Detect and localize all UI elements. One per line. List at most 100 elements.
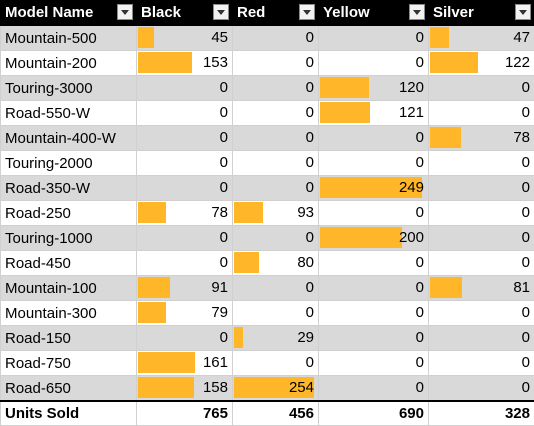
model-name-cell[interactable]: Mountain-400-W bbox=[1, 126, 137, 151]
filter-dropdown-button[interactable] bbox=[409, 4, 425, 20]
column-header-black: Black bbox=[137, 1, 233, 26]
value-cell[interactable]: 0 bbox=[233, 226, 319, 251]
model-name-cell[interactable]: Touring-1000 bbox=[1, 226, 137, 251]
value-cell[interactable]: 0 bbox=[137, 76, 233, 101]
value-cell[interactable]: 0 bbox=[137, 176, 233, 201]
value-cell[interactable]: 0 bbox=[429, 76, 534, 101]
value-cell[interactable]: 200 bbox=[319, 226, 429, 251]
value-cell[interactable]: 0 bbox=[429, 351, 534, 376]
value-cell[interactable]: 0 bbox=[137, 126, 233, 151]
value-cell[interactable]: 0 bbox=[429, 226, 534, 251]
column-header-label: Model Name bbox=[1, 1, 93, 25]
value-cell[interactable]: 0 bbox=[233, 126, 319, 151]
data-bar bbox=[430, 52, 478, 73]
value-cell[interactable]: 0 bbox=[319, 251, 429, 276]
value-cell[interactable]: 249 bbox=[319, 176, 429, 201]
filter-dropdown-button[interactable] bbox=[515, 4, 531, 20]
value-cell[interactable]: 81 bbox=[429, 276, 534, 301]
cell-value: 0 bbox=[416, 279, 428, 296]
totals-label: Units Sold bbox=[1, 401, 137, 425]
value-cell[interactable]: 91 bbox=[137, 276, 233, 301]
value-cell[interactable]: 0 bbox=[319, 301, 429, 326]
value-cell[interactable]: 0 bbox=[319, 151, 429, 176]
value-cell[interactable]: 0 bbox=[319, 51, 429, 76]
value-cell[interactable]: 0 bbox=[319, 201, 429, 226]
model-name-cell[interactable]: Mountain-300 bbox=[1, 301, 137, 326]
value-cell[interactable]: 0 bbox=[429, 101, 534, 126]
value-cell[interactable]: 0 bbox=[319, 126, 429, 151]
value-cell[interactable]: 0 bbox=[429, 326, 534, 351]
value-cell[interactable]: 122 bbox=[429, 51, 534, 76]
model-name-cell[interactable]: Mountain-500 bbox=[1, 26, 137, 51]
value-cell[interactable]: 0 bbox=[319, 26, 429, 51]
value-cell[interactable]: 254 bbox=[233, 376, 319, 402]
value-cell[interactable]: 0 bbox=[233, 151, 319, 176]
model-name-cell[interactable]: Road-650 bbox=[1, 376, 137, 402]
model-name-cell[interactable]: Road-150 bbox=[1, 326, 137, 351]
cell-value: 0 bbox=[416, 29, 428, 46]
value-cell[interactable]: 0 bbox=[137, 251, 233, 276]
model-name-cell[interactable]: Road-250 bbox=[1, 201, 137, 226]
model-name-cell[interactable]: Road-550-W bbox=[1, 101, 137, 126]
value-cell[interactable]: 0 bbox=[429, 376, 534, 402]
cell-value: 0 bbox=[522, 379, 534, 396]
value-cell[interactable]: 0 bbox=[233, 51, 319, 76]
value-cell[interactable]: 0 bbox=[429, 176, 534, 201]
model-name-cell[interactable]: Road-350-W bbox=[1, 176, 137, 201]
filter-dropdown-button[interactable] bbox=[117, 4, 133, 20]
value-cell[interactable]: 0 bbox=[137, 226, 233, 251]
value-cell[interactable]: 0 bbox=[319, 276, 429, 301]
value-cell[interactable]: 0 bbox=[429, 251, 534, 276]
value-cell[interactable]: 0 bbox=[429, 201, 534, 226]
value-cell[interactable]: 0 bbox=[233, 301, 319, 326]
value-cell[interactable]: 0 bbox=[319, 376, 429, 402]
value-cell[interactable]: 120 bbox=[319, 76, 429, 101]
cell-value: 78 bbox=[513, 129, 534, 146]
cell-value: 79 bbox=[211, 304, 232, 321]
model-name-cell[interactable]: Mountain-200 bbox=[1, 51, 137, 76]
model-name-cell[interactable]: Road-450 bbox=[1, 251, 137, 276]
model-name-cell[interactable]: Touring-2000 bbox=[1, 151, 137, 176]
value-cell[interactable]: 158 bbox=[137, 376, 233, 402]
value-cell[interactable]: 0 bbox=[429, 151, 534, 176]
value-cell[interactable]: 0 bbox=[233, 176, 319, 201]
filter-dropdown-button[interactable] bbox=[213, 4, 229, 20]
value-cell[interactable]: 47 bbox=[429, 26, 534, 51]
value-cell[interactable]: 29 bbox=[233, 326, 319, 351]
value-cell[interactable]: 45 bbox=[137, 26, 233, 51]
cell-value: 254 bbox=[289, 379, 318, 396]
value-cell[interactable]: 0 bbox=[137, 151, 233, 176]
value-cell[interactable]: 0 bbox=[137, 101, 233, 126]
cell-value: 0 bbox=[522, 354, 534, 371]
data-bar bbox=[138, 302, 166, 323]
cell-value: 0 bbox=[306, 229, 318, 246]
filter-dropdown-button[interactable] bbox=[299, 4, 315, 20]
value-cell[interactable]: 80 bbox=[233, 251, 319, 276]
cell-value: 0 bbox=[416, 154, 428, 171]
value-cell[interactable]: 161 bbox=[137, 351, 233, 376]
column-header-label: Yellow bbox=[319, 1, 370, 25]
model-name-cell[interactable]: Touring-3000 bbox=[1, 76, 137, 101]
model-name-cell[interactable]: Road-750 bbox=[1, 351, 137, 376]
value-cell[interactable]: 0 bbox=[429, 301, 534, 326]
value-cell[interactable]: 121 bbox=[319, 101, 429, 126]
value-cell[interactable]: 0 bbox=[233, 351, 319, 376]
value-cell[interactable]: 0 bbox=[319, 351, 429, 376]
value-cell[interactable]: 0 bbox=[233, 26, 319, 51]
value-cell[interactable]: 78 bbox=[137, 201, 233, 226]
value-cell[interactable]: 0 bbox=[319, 326, 429, 351]
data-bar bbox=[138, 52, 192, 73]
cell-value: 80 bbox=[297, 254, 318, 271]
value-cell[interactable]: 0 bbox=[233, 76, 319, 101]
value-cell[interactable]: 78 bbox=[429, 126, 534, 151]
model-name-cell[interactable]: Mountain-100 bbox=[1, 276, 137, 301]
value-cell[interactable]: 0 bbox=[233, 101, 319, 126]
data-bar bbox=[234, 327, 243, 348]
value-cell[interactable]: 0 bbox=[233, 276, 319, 301]
value-cell[interactable]: 79 bbox=[137, 301, 233, 326]
value-cell[interactable]: 153 bbox=[137, 51, 233, 76]
value-cell[interactable]: 0 bbox=[137, 326, 233, 351]
value-cell[interactable]: 93 bbox=[233, 201, 319, 226]
